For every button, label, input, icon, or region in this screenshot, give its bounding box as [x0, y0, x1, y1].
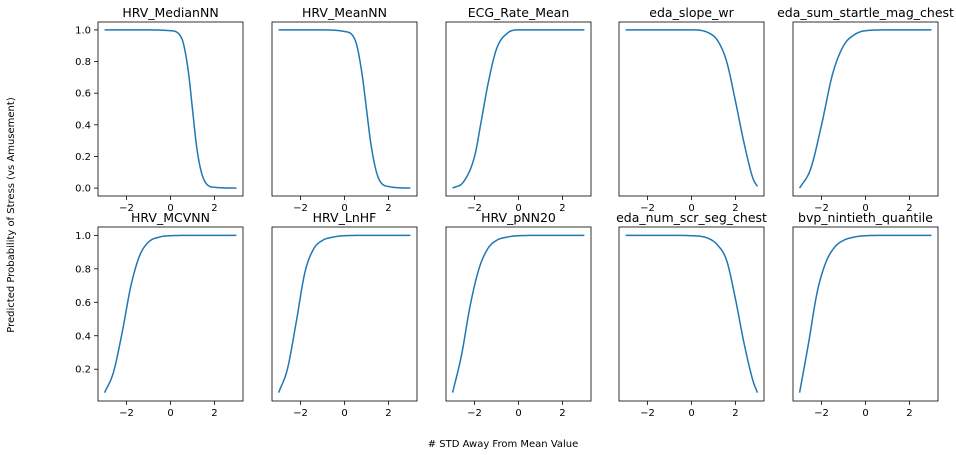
x-tick-label: −2 — [293, 408, 308, 419]
figure-ylabel: Predicted Probability of Stress (vs Amus… — [6, 97, 17, 333]
x-tick-label: 2 — [732, 408, 738, 419]
subplot-title: bvp_nintieth_quantile — [798, 210, 933, 225]
subplot-title: HRV_MedianNN — [122, 5, 218, 20]
x-tick-label: −2 — [467, 408, 482, 419]
series-line — [625, 234, 759, 393]
y-tick-label: 0.8 — [75, 264, 91, 275]
series-line — [103, 234, 237, 393]
x-tick-label: 0 — [688, 203, 694, 214]
subplot-title: HRV_LnHF — [313, 210, 377, 225]
x-tick-label: −2 — [814, 408, 829, 419]
x-tick-label: 2 — [211, 203, 217, 214]
x-tick-label: −2 — [119, 408, 134, 419]
plot-frame — [618, 226, 765, 402]
y-tick-label: 0.4 — [75, 331, 91, 342]
series-line — [798, 234, 932, 393]
series-line — [104, 29, 237, 189]
plot-frame — [97, 21, 244, 197]
subplot: ECG_Rate_Mean −2 0 2 — [445, 5, 592, 214]
subplot: eda_num_scr_seg_chest −2 0 2 — [616, 210, 767, 419]
y-tick-label: 0.2 — [75, 152, 91, 163]
plot-frame — [271, 226, 418, 402]
plot-frame — [445, 226, 592, 402]
x-tick-label: 0 — [862, 408, 868, 419]
subplot: HRV_MCVNN −2 0 2 0.2 0.4 0.6 0.8 1.0 — [75, 210, 244, 419]
y-tick-label: 0.0 — [75, 184, 91, 195]
plot-frame — [97, 226, 244, 402]
subplot: bvp_nintieth_quantile −2 0 2 — [792, 210, 939, 419]
series-line — [625, 29, 759, 187]
x-tick-label: 0 — [515, 408, 521, 419]
x-tick-label: 2 — [906, 408, 912, 419]
x-tick-label: 0 — [688, 408, 694, 419]
y-tick-label: 0.2 — [75, 365, 91, 376]
subplot: HRV_LnHF −2 0 2 — [271, 210, 418, 419]
plot-frame — [445, 21, 592, 197]
subplot: HRV_pNN20 −2 0 2 — [445, 210, 592, 419]
y-tick-label: 1.0 — [75, 231, 91, 242]
subplot: eda_sum_startle_mag_chest −2 0 2 — [777, 5, 954, 214]
series-line — [451, 234, 585, 393]
plot-frame — [618, 21, 765, 197]
x-tick-label: 0 — [341, 203, 347, 214]
x-tick-label: 2 — [211, 408, 217, 419]
subplot: eda_slope_wr −2 0 2 — [618, 5, 765, 214]
x-tick-label: −2 — [640, 203, 655, 214]
x-tick-label: 2 — [559, 408, 565, 419]
figure-xlabel: # STD Away From Mean Value — [428, 439, 579, 450]
x-tick-label: 0 — [167, 203, 173, 214]
subplot-title: ECG_Rate_Mean — [468, 5, 570, 20]
series-line — [452, 29, 585, 189]
x-tick-label: 2 — [385, 408, 391, 419]
x-tick-label: 2 — [559, 203, 565, 214]
x-tick-label: 0 — [515, 203, 521, 214]
x-tick-label: −2 — [640, 408, 655, 419]
series-line — [277, 234, 411, 393]
y-tick-label: 0.8 — [75, 57, 91, 68]
subplot-title: eda_slope_wr — [649, 5, 734, 20]
subplot-title: HRV_pNN20 — [481, 210, 556, 225]
y-tick-label: 1.0 — [75, 25, 91, 36]
y-tick-label: 0.6 — [75, 89, 91, 100]
x-tick-label: 0 — [167, 408, 173, 419]
x-tick-label: −2 — [293, 203, 308, 214]
x-tick-label: −2 — [119, 203, 134, 214]
x-tick-label: 2 — [732, 203, 738, 214]
subplot: HRV_MedianNN −2 0 2 0.0 0.2 0.4 0.6 0.8 1.0 — [75, 5, 244, 214]
x-tick-label: 2 — [906, 203, 912, 214]
subplot-title: eda_sum_startle_mag_chest — [777, 5, 954, 20]
y-tick-label: 0.6 — [75, 298, 91, 309]
series-line — [278, 29, 411, 189]
x-tick-label: 0 — [341, 408, 347, 419]
x-tick-label: 0 — [862, 203, 868, 214]
y-tick-label: 0.4 — [75, 120, 91, 131]
x-tick-label: 2 — [385, 203, 391, 214]
series-line — [798, 29, 932, 189]
subplot-title: HRV_MeanNN — [302, 5, 387, 20]
plot-frame — [792, 226, 939, 402]
x-tick-label: −2 — [814, 203, 829, 214]
subplot-title: HRV_MCVNN — [131, 210, 210, 225]
plot-frame — [792, 21, 939, 197]
x-tick-label: −2 — [467, 203, 482, 214]
subplot: HRV_MeanNN −2 0 2 — [271, 5, 418, 214]
panels: HRV_MedianNN−2 0 20.00.20.40.60.81.0HRV_Me… — [75, 5, 954, 419]
plot-frame — [271, 21, 418, 197]
subplot-title: eda_num_scr_seg_chest — [616, 210, 767, 225]
